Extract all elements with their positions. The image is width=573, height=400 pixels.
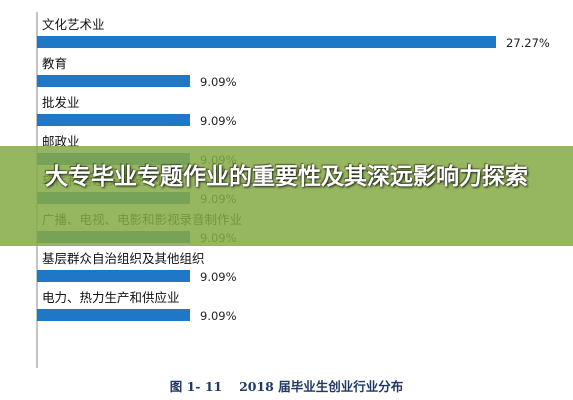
bar (37, 75, 190, 87)
value-label: 9.09% (200, 75, 237, 89)
value-label: 9.09% (200, 270, 237, 284)
category-label: 文化艺术业 (42, 17, 105, 32)
value-label: 9.09% (200, 309, 237, 323)
banner-title: 大专毕业专题作业的重要性及其深远影响力探索 (45, 164, 528, 190)
bar (37, 114, 190, 126)
bar (37, 270, 190, 282)
category-label: 电力、热力生产和供应业 (42, 290, 180, 305)
value-label: 27.27% (506, 36, 550, 50)
bar (37, 36, 496, 48)
chart-caption: 图 1- 11 2018 届毕业生创业行业分布 (169, 379, 404, 394)
category-label: 教育 (42, 56, 67, 71)
category-label: 批发业 (42, 95, 80, 110)
category-label: 基层群众自治组织及其他组织 (42, 251, 205, 266)
bar (37, 309, 190, 321)
value-label: 9.09% (200, 114, 237, 128)
category-label: 邮政业 (42, 134, 80, 149)
title-banner: 大专毕业专题作业的重要性及其深远影响力探索 (0, 146, 573, 246)
